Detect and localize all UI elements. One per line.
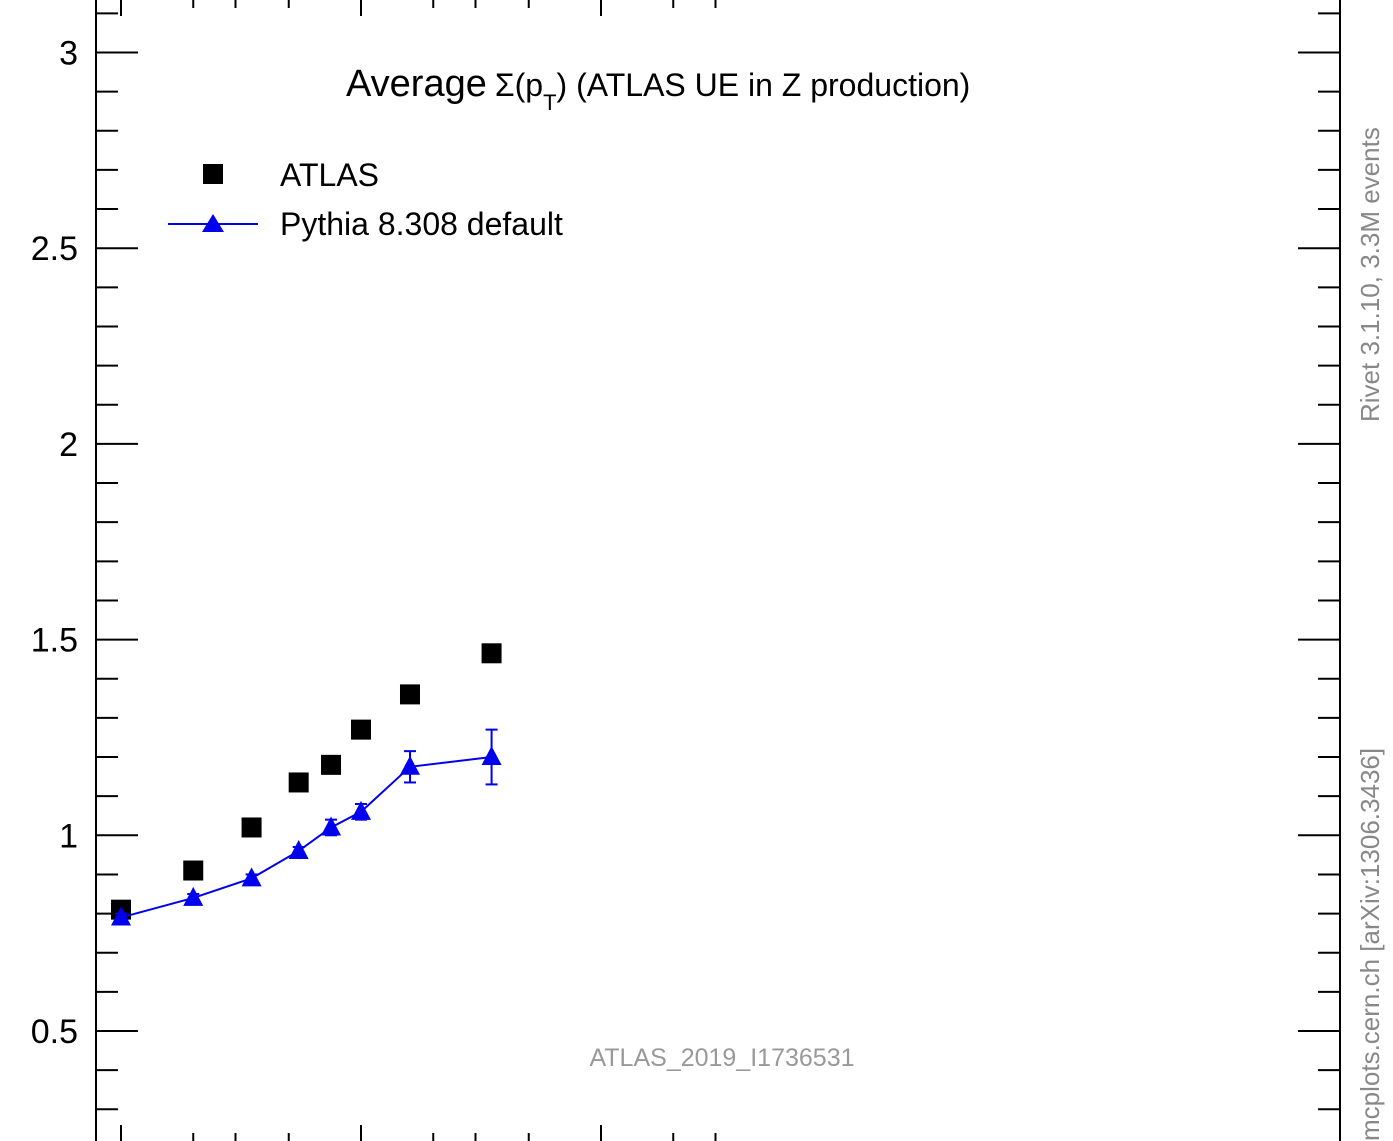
series-layer bbox=[111, 643, 502, 926]
ytick-labels: 3 2.5 2 1.5 1 0.5 bbox=[31, 35, 78, 1052]
legend-pythia-marker bbox=[202, 214, 224, 232]
y-tick-label: 3 bbox=[59, 35, 78, 73]
data-point bbox=[183, 860, 204, 881]
data-point bbox=[321, 816, 342, 836]
data-point bbox=[111, 906, 131, 926]
side-text-top: Rivet 3.1.10, 3.3M events bbox=[1355, 127, 1385, 422]
y-tick-label: 0.5 bbox=[31, 1013, 78, 1051]
chart-title: Average Σ(pT) (ATLAS UE in Z production) bbox=[346, 63, 970, 115]
data-point bbox=[183, 886, 204, 906]
data-point bbox=[399, 755, 420, 775]
watermark: ATLAS_2019_I1736531 bbox=[589, 1044, 854, 1072]
legend-atlas-marker bbox=[203, 164, 223, 184]
plot-frame bbox=[95, 0, 1341, 1141]
data-point bbox=[288, 839, 309, 859]
data-point bbox=[351, 800, 371, 820]
data-point bbox=[288, 772, 309, 793]
y-tick-label: 1.5 bbox=[31, 622, 78, 660]
data-point bbox=[321, 754, 342, 775]
data-point bbox=[481, 746, 502, 766]
legend: ATLAS Pythia 8.308 default bbox=[168, 157, 563, 242]
series-pythia bbox=[111, 728, 502, 926]
y-tick-label: 1 bbox=[59, 817, 78, 855]
major-ticks bbox=[96, 0, 1340, 1141]
y-tick-label: 2.5 bbox=[31, 230, 78, 268]
data-point bbox=[241, 817, 262, 838]
data-point bbox=[399, 684, 420, 705]
title-symbol: Σ(p bbox=[495, 67, 543, 103]
legend-pythia-label: Pythia 8.308 default bbox=[280, 206, 563, 242]
legend-atlas-label: ATLAS bbox=[280, 157, 379, 193]
title-rest: ) (ATLAS UE in Z production) bbox=[557, 67, 971, 103]
data-point bbox=[481, 643, 502, 664]
minor-ticks bbox=[96, 0, 1340, 1141]
y-tick-label: 2 bbox=[59, 426, 78, 464]
title-average: Average bbox=[346, 63, 487, 105]
series-atlas bbox=[111, 643, 502, 920]
data-point bbox=[241, 867, 262, 887]
side-text-bottom: mcplots.cern.ch [arXiv:1306.3436] bbox=[1355, 748, 1385, 1141]
title-subscript: T bbox=[543, 90, 556, 115]
data-point bbox=[351, 719, 371, 740]
